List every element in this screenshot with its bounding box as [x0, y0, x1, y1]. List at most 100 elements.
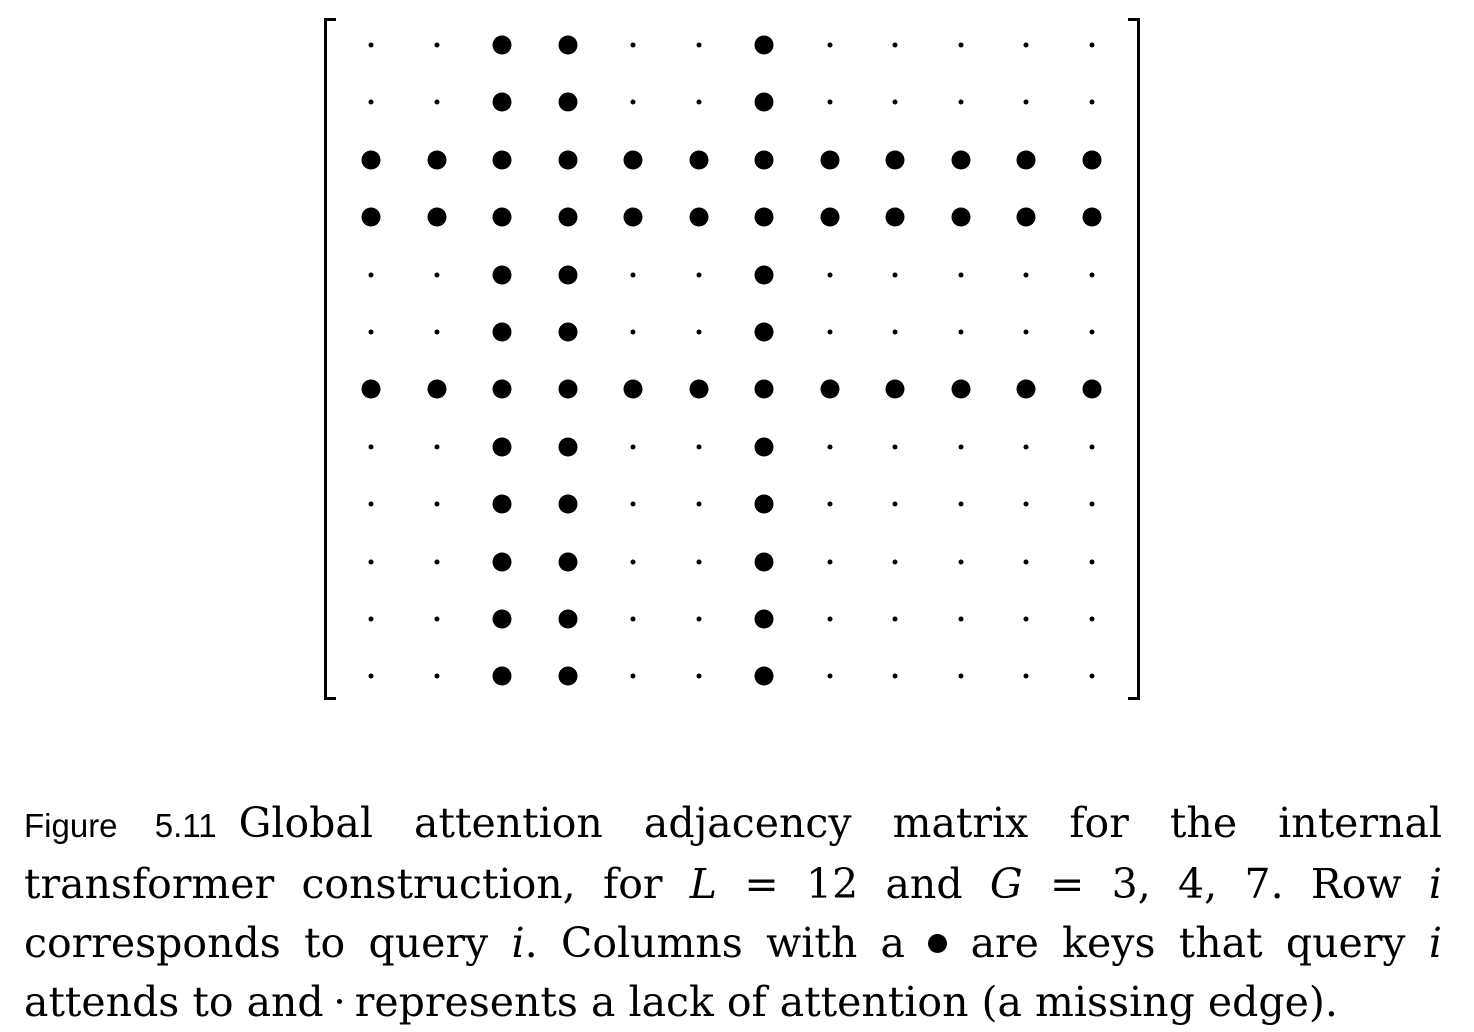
- edge-dot: [558, 494, 577, 514]
- edge-dot: [754, 552, 774, 572]
- no-edge-dot: [1089, 559, 1094, 565]
- edge-dot: [885, 207, 905, 227]
- edge-dot: [492, 35, 512, 55]
- math-L: L: [689, 860, 718, 908]
- no-edge-dot: [1089, 673, 1094, 679]
- no-edge-dot: [368, 99, 374, 105]
- no-edge-dot: [827, 272, 832, 278]
- right-bracket: [1128, 18, 1140, 700]
- no-edge-dot: [958, 329, 963, 335]
- no-edge-dot: [827, 559, 832, 565]
- caption-text-2: corresponds to query: [24, 919, 512, 967]
- edge-dot: [492, 437, 512, 457]
- edge-dot: [1082, 379, 1101, 399]
- edge-dot: [1016, 207, 1036, 227]
- no-edge-dot: [1089, 444, 1094, 450]
- edge-dot: [558, 437, 577, 457]
- no-edge-dot: [696, 329, 701, 335]
- no-edge-dot: [1023, 673, 1029, 679]
- no-edge-dot: [696, 501, 701, 507]
- no-edge-dot: [434, 444, 439, 450]
- edge-dot: [885, 150, 905, 170]
- edge-dot: [885, 379, 905, 399]
- no-edge-dot: [1089, 42, 1094, 48]
- edge-dot: [558, 92, 577, 112]
- edge-dot: [558, 150, 577, 170]
- no-edge-dot: [892, 444, 898, 450]
- edge-dot: [558, 609, 577, 629]
- no-edge-dot: [958, 501, 963, 507]
- edge-dot: [492, 666, 512, 686]
- no-edge-dot: [958, 444, 963, 450]
- no-edge-dot: [892, 501, 898, 507]
- edge-dot: [361, 379, 381, 399]
- math-i: i: [511, 919, 525, 967]
- no-edge-dot: [696, 99, 701, 105]
- no-edge-dot: [434, 673, 439, 679]
- no-edge-dot: [368, 501, 374, 507]
- no-edge-dot: [630, 42, 636, 48]
- math-G: G: [989, 860, 1023, 908]
- no-edge-dot: [1089, 501, 1094, 507]
- no-edge-dot: [892, 99, 898, 105]
- cdot-symbol: [336, 999, 342, 1004]
- adjacency-matrix: [322, 18, 1142, 704]
- no-edge-dot: [696, 42, 701, 48]
- edge-dot: [492, 322, 512, 342]
- figure-label: Figure 5.11: [24, 807, 217, 844]
- edge-dot: [820, 150, 839, 170]
- no-edge-dot: [368, 673, 374, 679]
- edge-dot: [558, 322, 577, 342]
- no-edge-dot: [892, 329, 898, 335]
- edge-dot: [1082, 207, 1101, 227]
- edge-dot: [558, 35, 577, 55]
- left-bracket: [324, 18, 336, 700]
- no-edge-dot: [434, 616, 439, 622]
- edge-dot: [754, 92, 774, 112]
- no-edge-dot: [630, 501, 636, 507]
- edge-dot: [689, 379, 708, 399]
- no-edge-dot: [958, 559, 963, 565]
- edge-dot: [754, 379, 774, 399]
- edge-dot: [558, 265, 577, 285]
- edge-dot: [492, 379, 512, 399]
- caption-text-4: are keys that query: [947, 919, 1429, 967]
- no-edge-dot: [958, 272, 963, 278]
- edge-dot: [558, 666, 577, 686]
- no-edge-dot: [630, 559, 636, 565]
- edge-dot: [754, 322, 774, 342]
- no-edge-dot: [434, 272, 439, 278]
- caption-text-6: represents a lack of attention (a missin…: [341, 978, 1338, 1026]
- no-edge-dot: [434, 501, 439, 507]
- no-edge-dot: [434, 559, 439, 565]
- no-edge-dot: [696, 272, 701, 278]
- no-edge-dot: [630, 616, 636, 622]
- edge-dot: [820, 207, 839, 227]
- no-edge-dot: [630, 329, 636, 335]
- no-edge-dot: [892, 42, 898, 48]
- caption-text-3: . Columns with a: [524, 919, 929, 967]
- no-edge-dot: [368, 559, 374, 565]
- no-edge-dot: [630, 99, 636, 105]
- edge-dot: [492, 265, 512, 285]
- bullet-symbol: [928, 934, 948, 953]
- edge-dot: [361, 150, 381, 170]
- no-edge-dot: [958, 42, 963, 48]
- no-edge-dot: [368, 272, 374, 278]
- no-edge-dot: [1023, 501, 1029, 507]
- edge-dot: [689, 150, 708, 170]
- edge-dot: [820, 379, 839, 399]
- no-edge-dot: [1089, 99, 1094, 105]
- edge-dot: [492, 92, 512, 112]
- no-edge-dot: [1089, 616, 1094, 622]
- no-edge-dot: [368, 616, 374, 622]
- no-edge-dot: [1023, 42, 1029, 48]
- math-i: i: [1428, 860, 1442, 908]
- no-edge-dot: [827, 673, 832, 679]
- edge-dot: [492, 609, 512, 629]
- edge-dot: [754, 150, 774, 170]
- no-edge-dot: [1089, 329, 1094, 335]
- edge-dot: [492, 494, 512, 514]
- no-edge-dot: [696, 616, 701, 622]
- no-edge-dot: [696, 673, 701, 679]
